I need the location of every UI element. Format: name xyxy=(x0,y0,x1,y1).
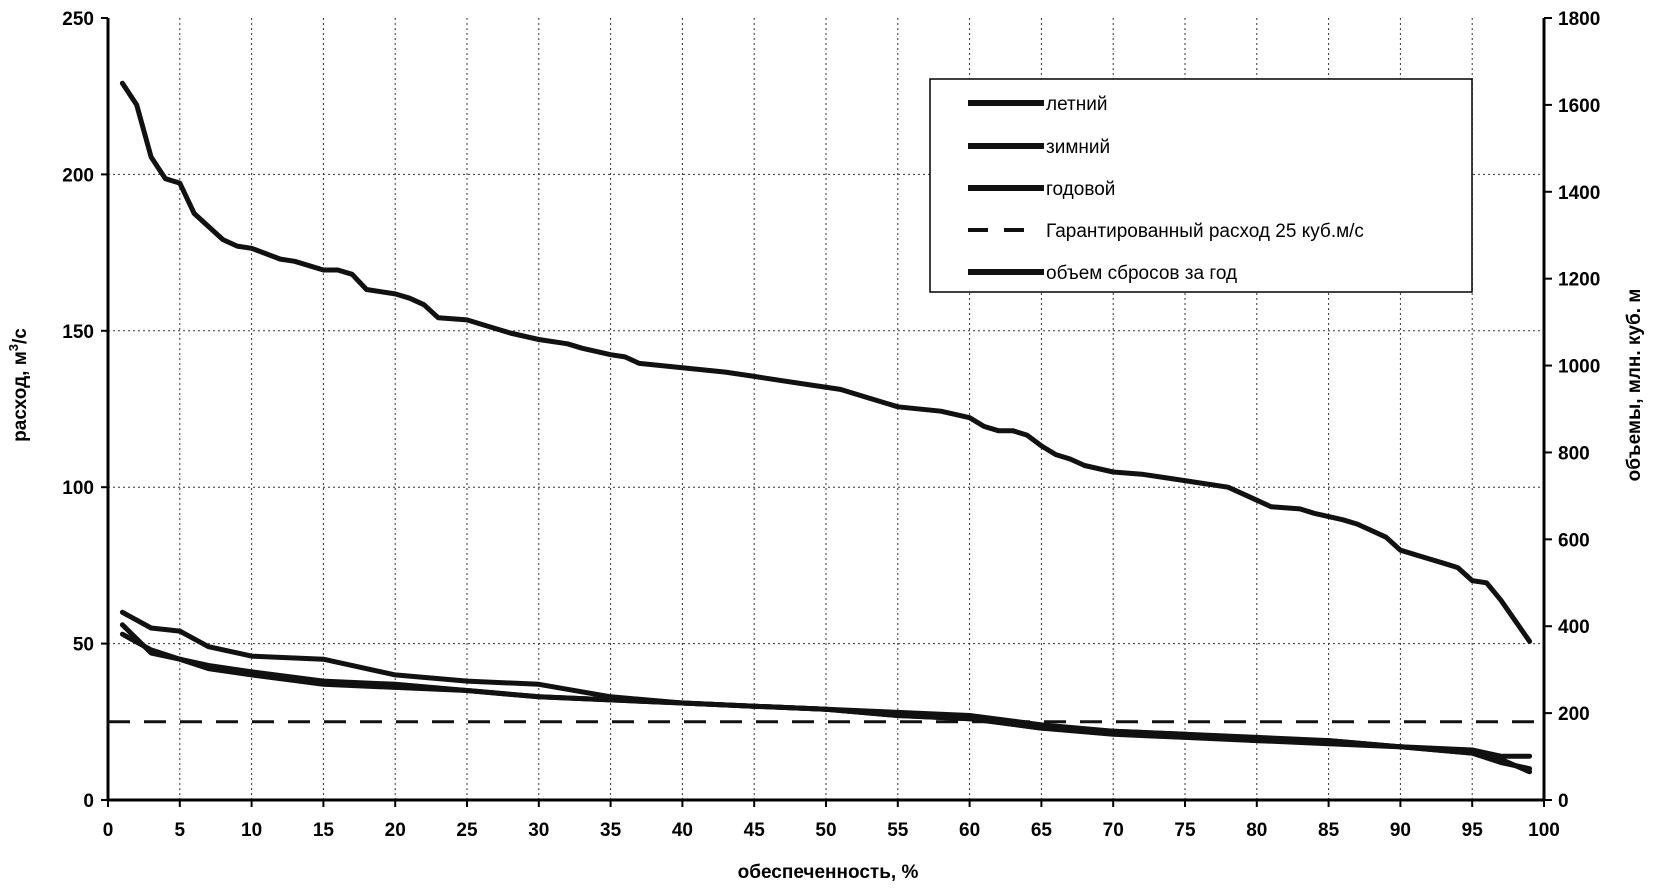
x-tick-label: 95 xyxy=(1462,820,1484,841)
y-right-tick-label: 1800 xyxy=(1558,9,1600,30)
y-left-axis-title: расход, м3/с xyxy=(6,328,31,442)
legend-label-letniy: летний xyxy=(1046,94,1107,115)
x-tick-label: 35 xyxy=(600,820,622,841)
y-right-tick-label: 1400 xyxy=(1558,183,1600,204)
x-tick-label: 80 xyxy=(1246,820,1267,841)
x-tick-label: 40 xyxy=(672,820,693,841)
series-godovoy xyxy=(119,622,1533,772)
legend-label-godovoy: годовой xyxy=(1046,179,1115,200)
legend-label-volume: объем сбросов за год xyxy=(1046,263,1237,284)
y-right-tick-label: 0 xyxy=(1558,791,1569,812)
series-lines xyxy=(108,80,1544,775)
x-tick-label: 45 xyxy=(744,820,766,841)
legend-item-zimniy: зимний xyxy=(968,137,1110,158)
x-tick-label: 90 xyxy=(1390,820,1411,841)
y-right-tick-label: 400 xyxy=(1558,617,1590,638)
y-right-tick-label: 1000 xyxy=(1558,357,1600,378)
y-right-tick-label: 200 xyxy=(1558,704,1590,725)
legend-label-guaranteed: Гарантированный расход 25 куб.м/с xyxy=(1046,221,1364,242)
x-tick-label: 85 xyxy=(1318,820,1340,841)
axes xyxy=(101,17,1552,807)
series-volume xyxy=(119,80,1533,644)
x-tick-label: 20 xyxy=(385,820,406,841)
y-right-tick-label: 1200 xyxy=(1558,270,1600,291)
legend-item-volume: объем сбросов за год xyxy=(968,263,1237,284)
x-tick-label: 60 xyxy=(959,820,980,841)
legend-item-godovoy: годовой xyxy=(968,179,1115,200)
y-left-tick-label: 250 xyxy=(62,9,94,30)
tick-labels: 0 5 10 15 20 25 30 35 40 45 50 55 60 65 70 75 80 85 90 95 10… xyxy=(62,9,1600,841)
legend-label-zimniy: зимний xyxy=(1046,137,1110,158)
y-left-tick-label: 200 xyxy=(62,165,94,186)
x-axis-title: обеспеченность, % xyxy=(738,862,919,883)
x-tick-label: 0 xyxy=(103,820,114,841)
y-right-axis-title: объемы, млн. куб. м xyxy=(1624,289,1645,482)
y-left-tick-label: 50 xyxy=(73,635,94,656)
legend-item-guaranteed: Гарантированный расход 25 куб.м/с xyxy=(968,221,1364,242)
y-left-axis-title-sup: 3 xyxy=(6,344,21,351)
y-left-axis-title-unit: /с xyxy=(10,328,31,344)
y-right-tick-label: 600 xyxy=(1558,530,1590,551)
x-tick-label: 5 xyxy=(175,820,186,841)
x-tick-label: 10 xyxy=(241,820,262,841)
y-left-tick-label: 100 xyxy=(62,478,94,499)
x-tick-label: 30 xyxy=(528,820,549,841)
y-left-tick-label: 0 xyxy=(83,791,94,812)
legend-item-letniy: летний xyxy=(968,94,1107,115)
y-right-tick-label: 800 xyxy=(1558,443,1590,464)
x-tick-label: 100 xyxy=(1528,820,1560,841)
x-tick-label: 15 xyxy=(313,820,335,841)
x-tick-label: 55 xyxy=(887,820,909,841)
y-right-tick-label: 1600 xyxy=(1558,96,1600,117)
x-tick-label: 50 xyxy=(815,820,836,841)
x-tick-label: 25 xyxy=(456,820,478,841)
y-left-axis-title-main: расход, м xyxy=(10,351,31,442)
x-tick-label: 75 xyxy=(1174,820,1196,841)
x-tick-label: 65 xyxy=(1031,820,1053,841)
legend: летний зимний годовой Гарантированный ра… xyxy=(929,78,1473,293)
y-left-tick-label: 150 xyxy=(62,322,94,343)
x-tick-label: 70 xyxy=(1103,820,1124,841)
